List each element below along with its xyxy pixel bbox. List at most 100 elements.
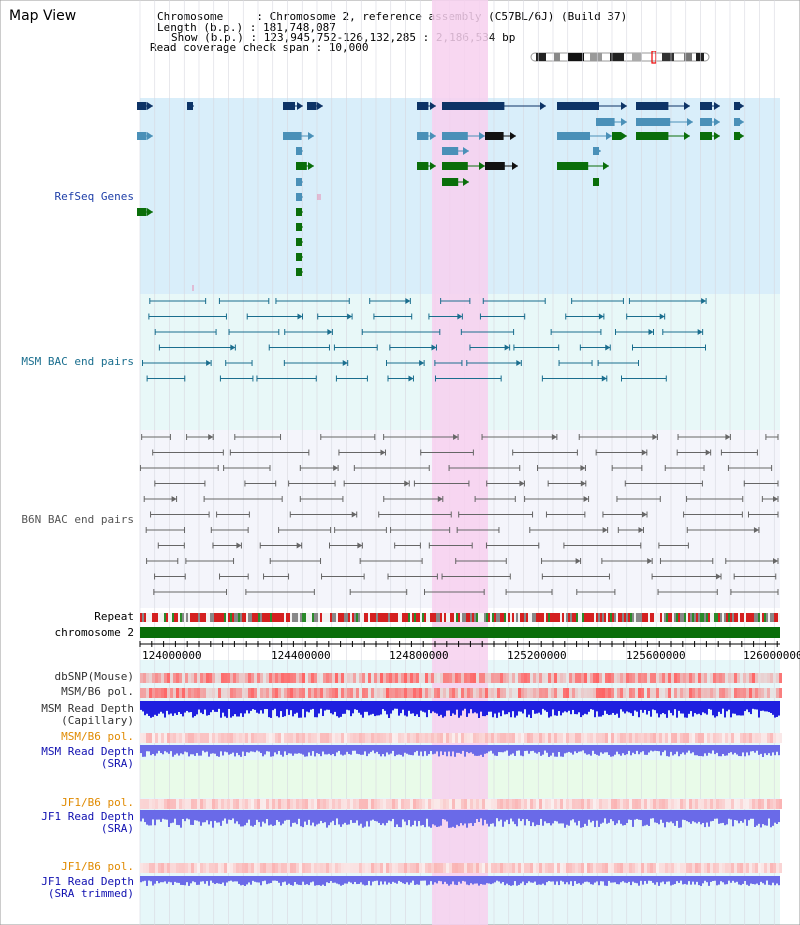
chromosome-ideogram[interactable] xyxy=(528,51,714,65)
polymorphism-cell xyxy=(188,688,191,698)
msm-depth-sra-bar xyxy=(510,745,512,755)
polymorphism-cell xyxy=(236,799,239,809)
msm-depth-capillary-bar xyxy=(376,701,378,716)
msm-depth-capillary-bar xyxy=(606,701,608,714)
jf1-depth-trimmed-bar xyxy=(356,876,358,885)
polymorphism-cell xyxy=(353,688,356,698)
jf1-depth-sra-bar xyxy=(150,810,152,826)
repeat-segment xyxy=(572,613,574,622)
polymorphism-cell xyxy=(191,688,194,698)
repeat-segment xyxy=(408,613,410,622)
polymorphism-cell xyxy=(389,863,392,873)
track-label-dbsnp[interactable]: dbSNP(Mouse) xyxy=(54,670,134,683)
jf1-depth-sra-bar xyxy=(664,810,666,828)
track-label-jf1-b6-pol-2[interactable]: JF1/B6 pol. xyxy=(61,860,134,873)
msm-depth-sra-bar xyxy=(602,745,604,754)
polymorphism-cell xyxy=(374,799,377,809)
track-label-jf1-depth-sra[interactable]: JF1 Read Depth (SRA) xyxy=(0,811,134,835)
polymorphism-cell xyxy=(575,799,578,809)
track-label-msm-depth-cap[interactable]: MSM Read Depth (Capillary) xyxy=(0,703,134,727)
gene-strand-arrow xyxy=(684,102,690,110)
repeat-segment xyxy=(300,613,302,622)
repeat-segment xyxy=(220,613,222,622)
jf1-depth-trimmed-bar xyxy=(312,876,314,882)
repeat-segment xyxy=(436,613,438,622)
polymorphism-cell xyxy=(365,733,368,743)
polymorphism-cell xyxy=(140,799,143,809)
msm-depth-sra-bar xyxy=(754,745,756,753)
track-label-msm-bac[interactable]: MSM BAC end pairs xyxy=(21,355,134,368)
jf1-depth-sra-bar xyxy=(196,810,198,821)
track-label-msm-depth-sra[interactable]: MSM Read Depth (SRA) xyxy=(0,746,134,770)
polymorphism-cell xyxy=(773,688,776,698)
track-label-b6n-bac[interactable]: B6N BAC end pairs xyxy=(21,513,134,526)
jf1-depth-sra-bar xyxy=(580,810,582,828)
msm-depth-capillary-bar xyxy=(474,701,476,713)
polymorphism-cell xyxy=(191,673,194,683)
polymorphism-cell xyxy=(158,673,161,683)
msm-depth-sra-bar xyxy=(762,745,764,757)
repeat-segment xyxy=(186,613,188,622)
msm-depth-sra-bar xyxy=(260,745,262,753)
msm-depth-sra-bar xyxy=(614,745,616,755)
msm-depth-capillary-bar xyxy=(384,701,386,711)
polymorphism-cell xyxy=(752,673,755,683)
track-label-chromosome[interactable]: chromosome 2 xyxy=(54,626,134,639)
polymorphism-cell xyxy=(593,688,596,698)
jf1-depth-trimmed-bar xyxy=(736,876,738,882)
polymorphism-cell xyxy=(497,733,500,743)
jf1-depth-trimmed-bar xyxy=(218,876,220,884)
jf1-depth-sra-bar xyxy=(312,810,314,823)
jf1-depth-trimmed-bar xyxy=(758,876,760,886)
polymorphism-cell xyxy=(185,688,188,698)
msm-depth-capillary-bar xyxy=(444,701,446,717)
jf1-depth-trimmed-bar xyxy=(282,876,284,883)
msm-depth-capillary-bar xyxy=(440,701,442,715)
msm-depth-sra-bar xyxy=(324,745,326,755)
polymorphism-cell xyxy=(587,673,590,683)
msm-depth-sra-bar xyxy=(672,745,674,756)
msm-depth-capillary-bar xyxy=(464,701,466,709)
polymorphism-cell xyxy=(566,863,569,873)
msm-depth-capillary-bar xyxy=(740,701,742,716)
track-label-refseq[interactable]: RefSeq Genes xyxy=(54,190,134,203)
jf1-depth-sra-bar xyxy=(508,810,510,825)
jf1-depth-sra-bar xyxy=(728,810,730,819)
jf1-depth-trimmed-bar xyxy=(214,876,216,885)
jf1-depth-trimmed-bar xyxy=(546,876,548,883)
track-label-jf1-b6-pol[interactable]: JF1/B6 pol. xyxy=(61,796,134,809)
polymorphism-cell xyxy=(725,688,728,698)
jf1-depth-trimmed-bar xyxy=(532,876,534,883)
msm-depth-sra-bar xyxy=(744,745,746,757)
polymorphism-cell xyxy=(755,733,758,743)
chromosome-bar xyxy=(140,627,780,638)
repeat-segment xyxy=(180,613,182,622)
refseq-gene xyxy=(557,162,589,170)
track-label-repeat[interactable]: Repeat xyxy=(94,610,134,623)
repeat-segment xyxy=(270,613,272,622)
gene-strand-arrow xyxy=(297,178,303,186)
jf1-depth-sra-bar xyxy=(702,810,704,823)
msm-depth-capillary-bar xyxy=(162,701,164,714)
msm-depth-capillary-bar xyxy=(490,701,492,712)
polymorphism-cell xyxy=(275,733,278,743)
polymorphism-cell xyxy=(428,688,431,698)
repeat-segment xyxy=(536,613,538,622)
polymorphism-cell xyxy=(596,733,599,743)
jf1-depth-trimmed-bar xyxy=(422,876,424,881)
msm-bac-pair-arrow xyxy=(605,344,611,351)
track-label-msm-b6-pol-2[interactable]: MSM/B6 pol. xyxy=(61,730,134,743)
msm-depth-capillary-bar xyxy=(626,701,628,712)
jf1-depth-trimmed-bar xyxy=(260,876,262,886)
msm-depth-capillary-bar xyxy=(666,701,668,718)
track-label-msm-b6-pol[interactable]: MSM/B6 pol. xyxy=(61,685,134,698)
msm-depth-capillary-bar xyxy=(410,701,412,714)
jf1-depth-sra-bar xyxy=(628,810,630,820)
repeat-segment xyxy=(718,613,720,622)
polymorphism-cell xyxy=(260,673,263,683)
repeat-segment xyxy=(410,613,412,622)
msm-depth-sra-bar xyxy=(618,745,620,755)
track-label-jf1-depth-trim[interactable]: JF1 Read Depth (SRA trimmed) xyxy=(0,876,134,900)
jf1-depth-sra-bar xyxy=(740,810,742,822)
